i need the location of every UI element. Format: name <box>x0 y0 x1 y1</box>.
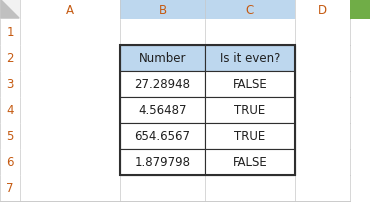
Bar <box>295 123 350 149</box>
Text: Is it even?: Is it even? <box>220 52 280 65</box>
Text: B: B <box>158 3 166 16</box>
Bar <box>205 149 295 175</box>
Text: 7: 7 <box>6 182 14 195</box>
Text: D: D <box>318 3 327 16</box>
Bar <box>120 72 205 98</box>
Bar <box>20 175 120 201</box>
Bar <box>120 72 205 98</box>
Text: 1.879798: 1.879798 <box>135 156 191 169</box>
Bar <box>0 149 20 175</box>
Bar <box>205 46 295 72</box>
Bar <box>0 123 20 149</box>
Bar <box>120 46 205 72</box>
Bar <box>205 98 295 123</box>
Bar <box>120 149 205 175</box>
Bar <box>20 123 120 149</box>
Bar <box>295 149 350 175</box>
Bar <box>120 98 205 123</box>
Bar <box>295 46 350 72</box>
Bar <box>20 72 120 98</box>
Bar <box>0 175 20 201</box>
Text: 4: 4 <box>6 104 14 117</box>
Polygon shape <box>1 1 19 19</box>
Text: FALSE: FALSE <box>233 78 268 91</box>
Bar <box>295 0 350 20</box>
Bar <box>120 149 205 175</box>
Bar <box>205 175 295 201</box>
Bar <box>0 98 20 123</box>
Text: 27.28948: 27.28948 <box>135 78 191 91</box>
Text: 2: 2 <box>6 52 14 65</box>
Bar <box>295 20 350 46</box>
Bar <box>120 98 205 123</box>
Bar <box>120 20 205 46</box>
Bar <box>205 20 295 46</box>
Bar <box>0 0 20 20</box>
Bar <box>20 98 120 123</box>
Text: A: A <box>66 3 74 16</box>
Bar <box>120 123 205 149</box>
Bar <box>295 175 350 201</box>
Text: Number: Number <box>139 52 186 65</box>
Bar <box>20 20 120 46</box>
Bar <box>0 72 20 98</box>
Text: 1: 1 <box>6 26 14 39</box>
Bar <box>0 46 20 72</box>
Bar <box>20 0 120 20</box>
Bar <box>120 175 205 201</box>
Bar <box>0 20 20 46</box>
Bar <box>205 72 295 98</box>
Bar <box>120 0 205 20</box>
Text: FALSE: FALSE <box>233 156 268 169</box>
Bar <box>120 46 295 175</box>
Bar <box>205 0 295 20</box>
Bar <box>205 123 295 149</box>
Text: TRUE: TRUE <box>234 130 266 143</box>
Bar <box>205 72 295 98</box>
Bar <box>350 0 370 20</box>
Bar <box>20 149 120 175</box>
Text: TRUE: TRUE <box>234 104 266 117</box>
Bar <box>295 72 350 98</box>
Bar <box>120 123 205 149</box>
Bar <box>205 149 295 175</box>
Bar <box>295 98 350 123</box>
Bar <box>205 123 295 149</box>
Text: 4.56487: 4.56487 <box>138 104 187 117</box>
Bar <box>120 46 205 72</box>
Text: 3: 3 <box>6 78 14 91</box>
Bar <box>20 46 120 72</box>
Text: C: C <box>246 3 254 16</box>
Bar <box>205 98 295 123</box>
Text: 6: 6 <box>6 156 14 169</box>
Bar <box>205 46 295 72</box>
Text: 5: 5 <box>6 130 14 143</box>
Text: 654.6567: 654.6567 <box>135 130 191 143</box>
